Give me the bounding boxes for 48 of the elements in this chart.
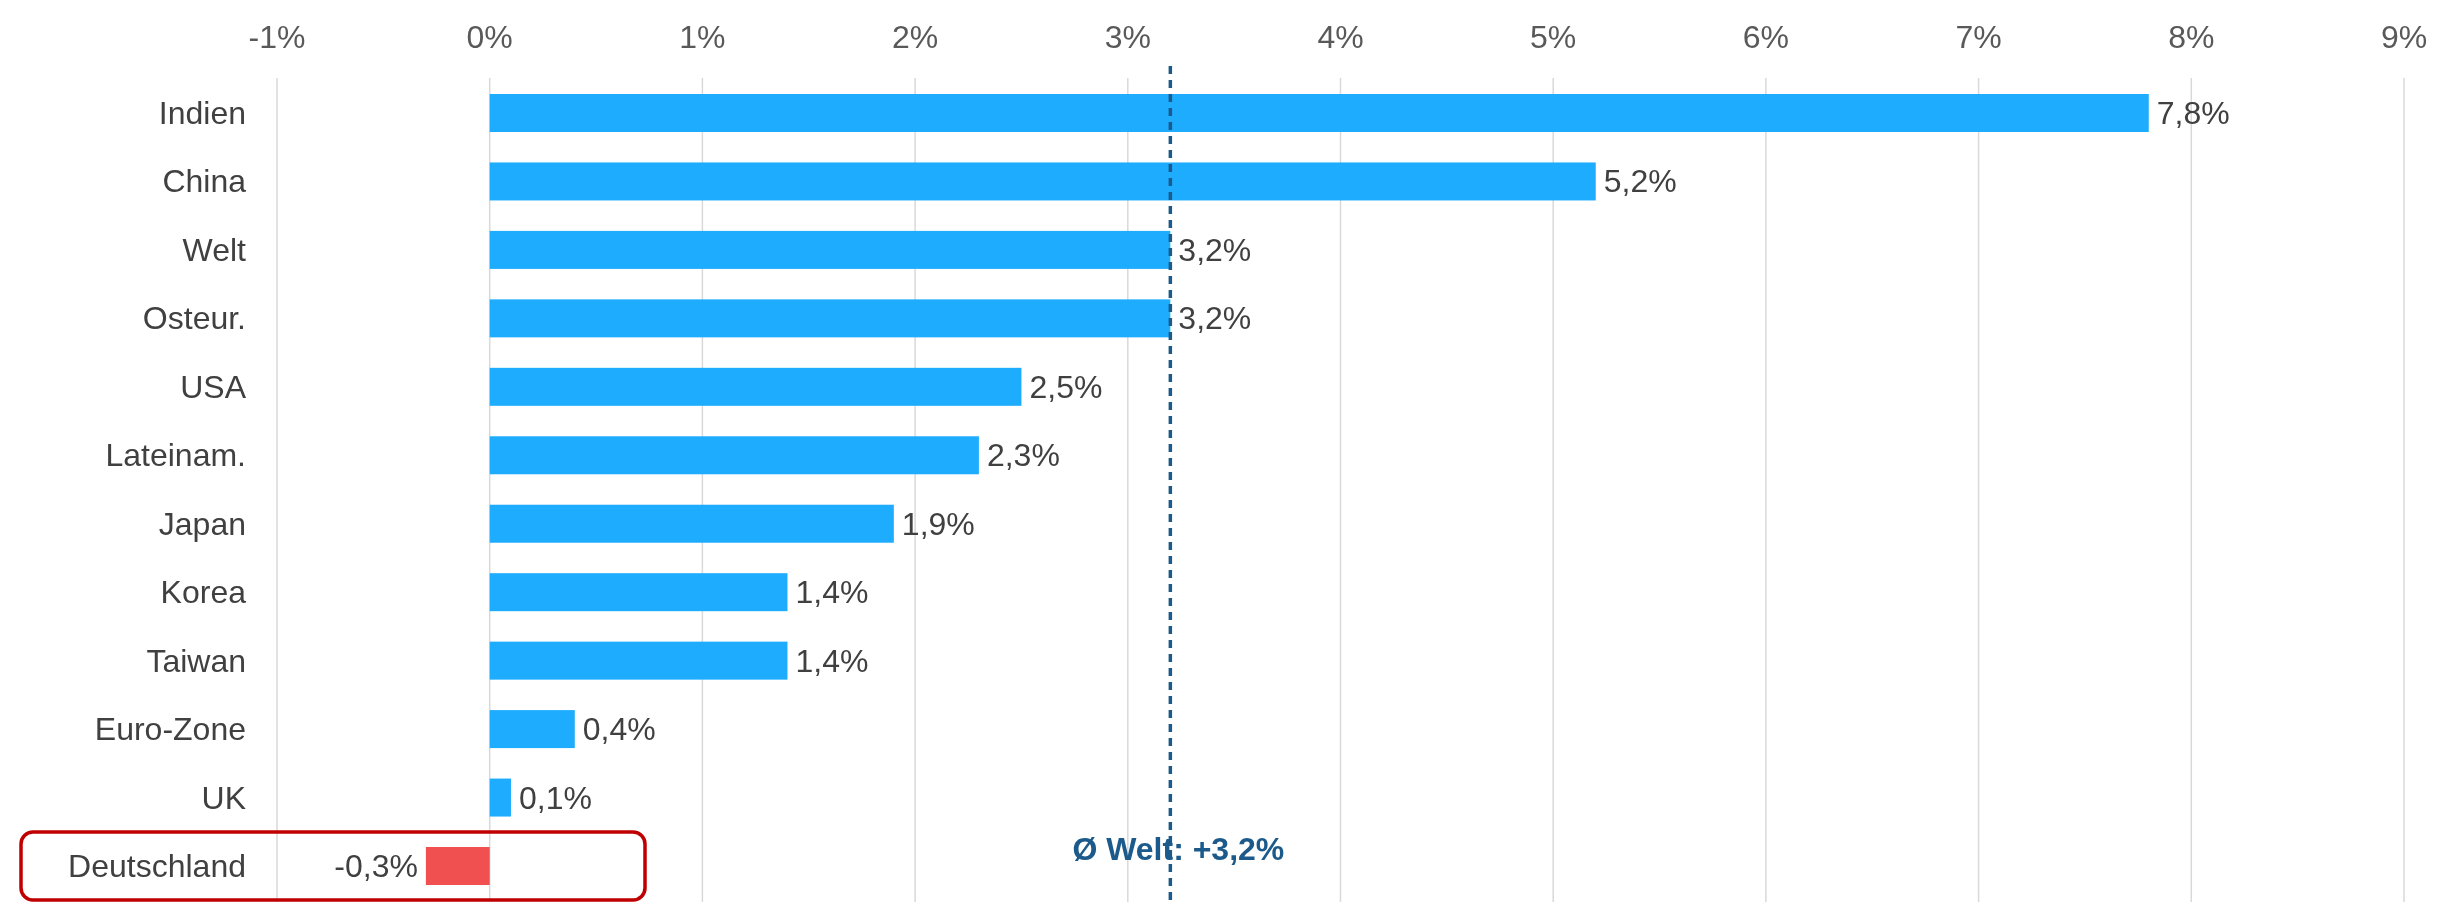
bar <box>489 436 979 475</box>
bar <box>489 230 1171 269</box>
data-label: 2,5% <box>1029 368 1103 405</box>
bar <box>489 573 788 612</box>
y-tick-label: Lateinam. <box>105 437 246 474</box>
x-tick-label: 5% <box>1530 19 1577 55</box>
x-tick-label: 7% <box>1955 19 2002 55</box>
x-tick-label: 1% <box>679 19 726 55</box>
bar <box>489 299 1171 338</box>
x-tick-label: 9% <box>2380 19 2428 55</box>
x-tick-label: 0% <box>466 19 513 55</box>
y-tick-label: Osteur. <box>142 300 246 337</box>
y-tick-label: Indien <box>158 95 246 131</box>
y-tick-label: Deutschland <box>68 848 246 884</box>
data-label: 5,2% <box>1603 163 1677 200</box>
x-tick-label: 6% <box>1742 19 1790 55</box>
data-label: 3,2% <box>1178 231 1252 268</box>
bar <box>489 94 2149 132</box>
y-tick-label: China <box>162 163 247 200</box>
bar <box>489 367 1022 406</box>
y-tick-label: Korea <box>160 574 247 611</box>
bar <box>489 710 575 749</box>
y-tick-label: Welt <box>182 231 247 268</box>
bar <box>489 162 1596 201</box>
bar <box>489 504 894 543</box>
x-tick-label: 3% <box>1104 19 1151 55</box>
y-tick-label: Euro-Zone <box>94 711 246 748</box>
data-label: 0,1% <box>518 779 592 816</box>
y-tick-label: Taiwan <box>146 642 246 679</box>
bar <box>425 847 490 885</box>
x-tick-label: -1% <box>248 19 306 55</box>
data-label: 7,8% <box>2156 95 2230 131</box>
x-tick-label: 2% <box>891 19 939 55</box>
x-tick-label: 8% <box>2168 19 2215 55</box>
data-label: 2,3% <box>986 437 1060 474</box>
data-label: -0,3% <box>334 848 418 884</box>
y-tick-label: USA <box>180 368 247 405</box>
ref-line-label: Ø Welt: +3,2% <box>1072 831 1285 867</box>
bar <box>489 778 511 817</box>
data-label: 1,4% <box>795 642 869 679</box>
data-label: 0,4% <box>582 711 656 748</box>
data-label: 1,4% <box>795 574 869 611</box>
y-tick-label: UK <box>201 779 246 816</box>
data-label: 3,2% <box>1178 300 1252 337</box>
data-label: 1,9% <box>901 505 975 542</box>
y-tick-label: Japan <box>158 505 246 542</box>
bar <box>489 641 788 680</box>
x-tick-label: 4% <box>1317 19 1364 55</box>
